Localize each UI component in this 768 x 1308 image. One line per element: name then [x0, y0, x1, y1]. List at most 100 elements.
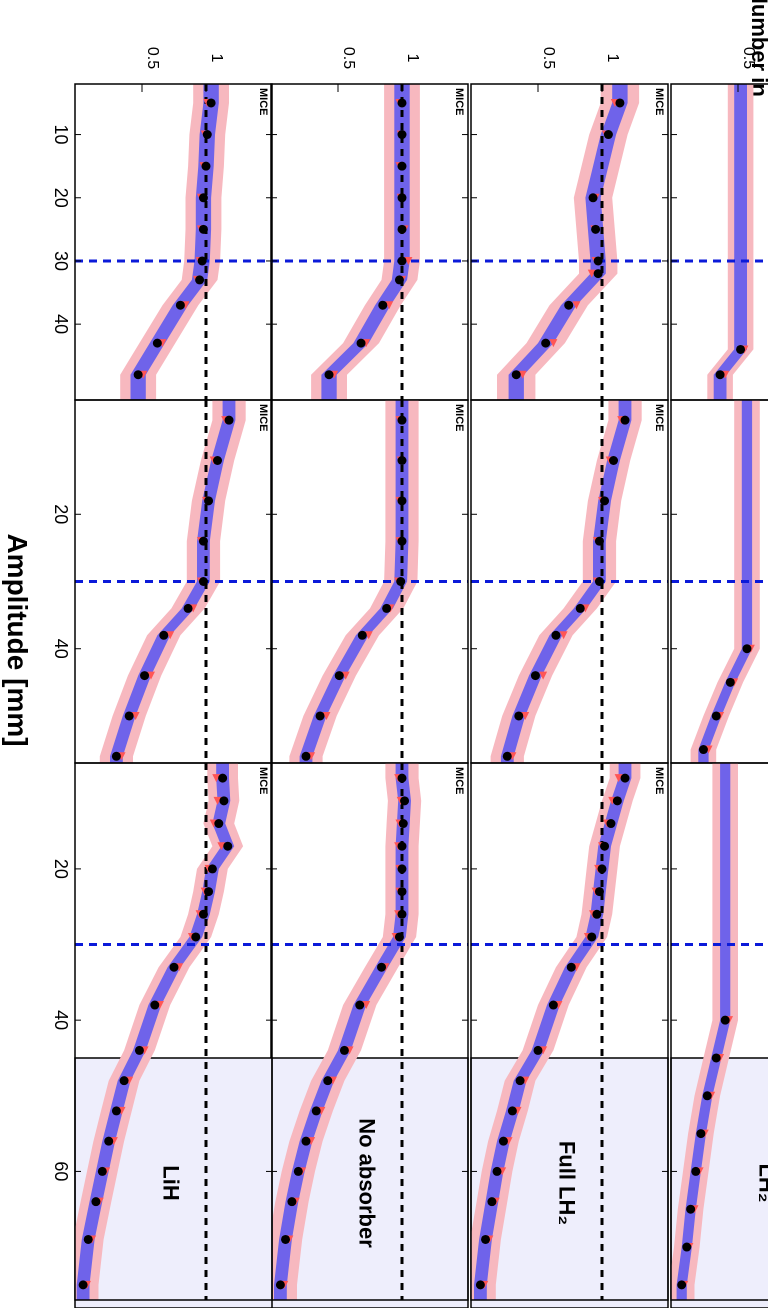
- data-point: [204, 887, 214, 897]
- data-point: [587, 932, 597, 942]
- data-triangle: [587, 269, 596, 278]
- data-triangle: [213, 796, 222, 805]
- data-point: [397, 909, 407, 919]
- y-axis-title: Number in: [747, 0, 768, 97]
- data-point: [397, 224, 407, 234]
- panel-plot-area: [75, 84, 272, 400]
- data-point: [134, 1045, 144, 1055]
- data-point: [507, 1106, 517, 1116]
- data-point: [323, 1076, 333, 1086]
- x-tick-label: 40: [51, 1010, 71, 1030]
- x-tick-label: 40: [51, 639, 71, 659]
- data-point: [281, 1234, 291, 1244]
- data-point: [207, 864, 217, 874]
- x-tick-label: 30: [51, 251, 71, 271]
- data-point: [97, 1166, 107, 1176]
- data-point: [198, 536, 208, 546]
- data-point: [150, 1000, 160, 1010]
- data-point: [612, 796, 622, 806]
- panel: MICE 20 40: [51, 399, 273, 764]
- data-point: [356, 338, 366, 348]
- data-point: [677, 1280, 687, 1290]
- data-point: [197, 256, 207, 266]
- data-point: [91, 1197, 101, 1207]
- data-point: [397, 415, 407, 425]
- data-point: [397, 161, 407, 171]
- y-tick-label: 0.5: [540, 47, 557, 69]
- data-point: [397, 773, 407, 783]
- panel-frame: [470, 83, 669, 401]
- data-point: [615, 98, 625, 108]
- data-point: [78, 1280, 88, 1290]
- data-point: [725, 677, 735, 687]
- data-point: [736, 344, 746, 354]
- error-band-outer: [289, 400, 419, 763]
- data-point: [334, 671, 344, 681]
- data-point: [324, 370, 334, 380]
- data-point: [603, 130, 613, 140]
- error-band-inner: [274, 763, 411, 1300]
- data-point: [575, 603, 585, 613]
- panel: MICE: [270, 83, 469, 401]
- data-point: [357, 630, 367, 640]
- data-point: [715, 370, 725, 380]
- data-point: [594, 577, 604, 586]
- data-point: [397, 130, 407, 140]
- panel: [670, 399, 768, 764]
- data-point: [111, 751, 121, 761]
- data-point: [119, 1076, 129, 1086]
- data-point: [481, 1234, 491, 1244]
- data-triangle: [341, 671, 350, 680]
- data-point: [698, 745, 708, 755]
- x-tick-label: 20: [51, 859, 71, 879]
- data-point: [397, 864, 407, 874]
- data-triangle: [364, 631, 373, 640]
- data-point: [515, 1076, 525, 1086]
- panel-frame: [270, 83, 469, 401]
- panel-tag: MICE: [453, 767, 465, 795]
- panel-tag: MICE: [653, 767, 665, 795]
- data-triangle: [146, 671, 155, 680]
- data-point: [198, 224, 208, 234]
- panel-frame: [74, 83, 273, 401]
- data-triangle: [385, 301, 394, 310]
- data-point: [159, 630, 169, 640]
- row-label: LiH: [159, 1165, 184, 1200]
- data-point: [104, 1136, 114, 1146]
- data-point: [711, 711, 721, 721]
- data-triangle: [549, 339, 558, 348]
- data-point: [191, 932, 201, 942]
- data-point: [594, 536, 604, 546]
- data-point: [311, 1106, 321, 1116]
- panel-plot-area: [471, 400, 668, 763]
- error-band-outer: [497, 84, 640, 400]
- data-point: [400, 796, 410, 806]
- data-triangle: [572, 301, 581, 310]
- data-point: [502, 751, 512, 761]
- panel-plot-area: [271, 84, 468, 400]
- error-band-inner: [474, 763, 632, 1300]
- data-point: [397, 456, 407, 465]
- data-point: [124, 711, 134, 721]
- data-triangle: [362, 1001, 371, 1010]
- data-point: [696, 1129, 706, 1139]
- panel-tag: MICE: [257, 767, 269, 795]
- panel-plot-area: [471, 84, 668, 400]
- panel: MICE 20 40 60: [51, 762, 273, 1301]
- error-band-inner: [110, 400, 236, 763]
- data-triangle: [212, 774, 221, 783]
- panel-tag: MICE: [257, 88, 269, 116]
- data-point: [597, 864, 607, 874]
- data-point: [592, 909, 602, 919]
- data-point: [195, 275, 205, 285]
- data-point: [594, 887, 604, 897]
- row-label: No absorber: [355, 1118, 380, 1248]
- data-point: [593, 269, 603, 279]
- panel-frame: [470, 762, 669, 1301]
- data-point: [564, 300, 574, 310]
- panel-plot-area: [471, 763, 668, 1300]
- panel-frame: [670, 399, 768, 764]
- data-point: [315, 711, 325, 721]
- data-point: [600, 841, 610, 851]
- data-point: [691, 1166, 701, 1176]
